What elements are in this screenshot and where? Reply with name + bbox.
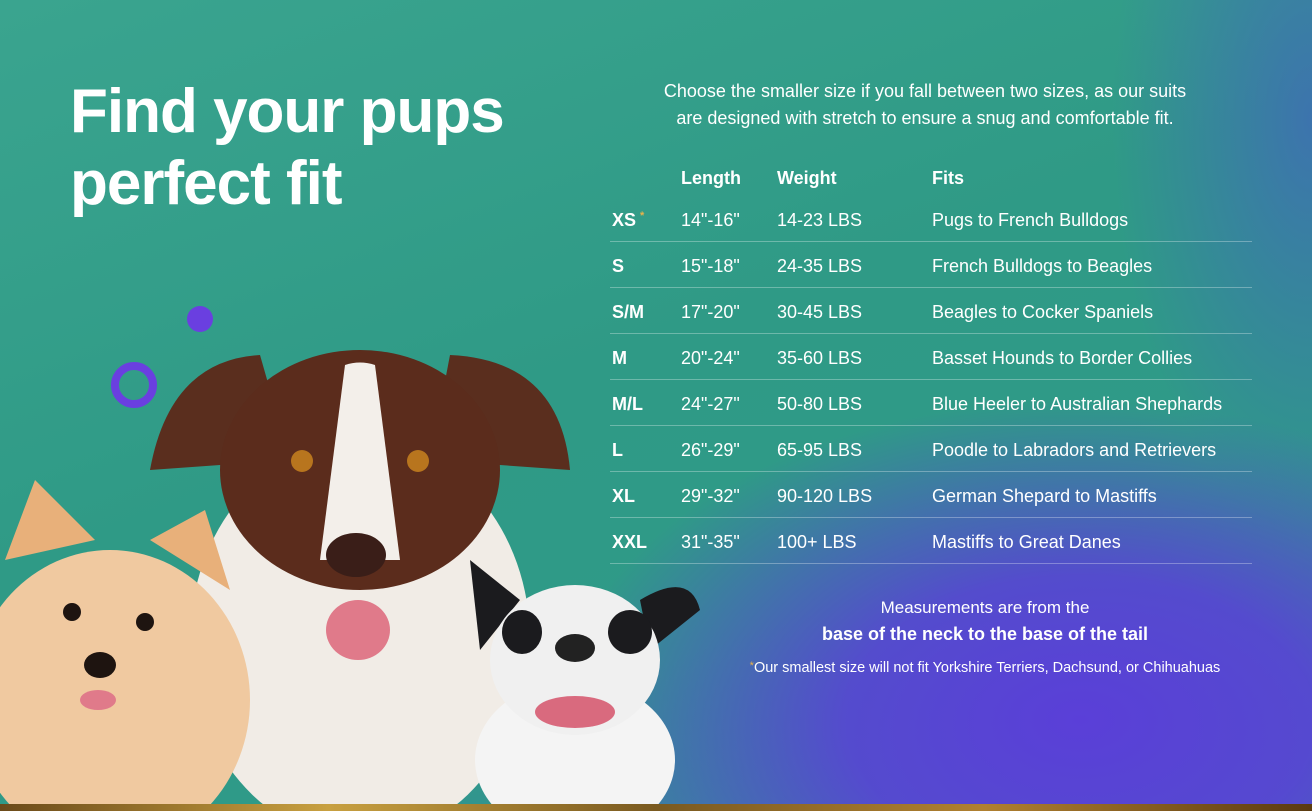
fits-cell: German Shepard to Mastiffs <box>932 486 1157 506</box>
table-row: XS * 14"-16" 14-23 LBS Pugs to French Bulldo… <box>610 196 1252 242</box>
weight-cell: 50-80 LBS <box>777 394 863 414</box>
size-cell: M <box>612 348 627 368</box>
measurement-note: Measurements are from the base of the ne… <box>700 594 1270 648</box>
header-weight: Weight <box>777 168 837 188</box>
fits-cell: Poodle to Labradors and Retrievers <box>932 440 1217 460</box>
length-cell: 20"-24" <box>681 348 740 368</box>
weight-cell: 65-95 LBS <box>777 440 863 460</box>
measurement-line-1: Measurements are from the <box>880 598 1090 617</box>
size-cell: XS <box>612 210 637 230</box>
fits-cell: Mastiffs to Great Danes <box>932 532 1121 552</box>
intro-text: Choose the smaller size if you fall betw… <box>600 78 1250 132</box>
boston-terrier-dog <box>470 560 700 811</box>
weight-cell: 30-45 LBS <box>777 302 863 322</box>
length-cell: 24"-27" <box>681 394 740 414</box>
bottom-strip <box>0 804 1312 811</box>
table-row: XXL 31"-35" 100+ LBS Mastiffs to Great Dane… <box>610 518 1252 564</box>
length-cell: 31"-35" <box>681 532 740 552</box>
table-row: L 26"-29" 65-95 LBS Poodle to Labradors and… <box>610 426 1252 472</box>
size-chart-table: Length Weight Fits XS * 14"-16" 14-23 LBS Pu… <box>610 160 1252 564</box>
weight-cell: 35-60 LBS <box>777 348 863 368</box>
footnote-text: Our smallest size will not fit Yorkshire… <box>753 660 1221 676</box>
fits-cell: Blue Heeler to Australian Shephards <box>932 394 1223 414</box>
fits-cell: French Bulldogs to Beagles <box>932 256 1153 276</box>
title-line-1: Find your pups <box>70 77 505 146</box>
length-cell: 29"-32" <box>681 486 740 506</box>
size-cell: L <box>612 440 623 460</box>
purple-ring-decoration <box>111 362 157 408</box>
fits-cell: Pugs to French Bulldogs <box>932 210 1129 230</box>
table-row: S/M 17"-20" 30-45 LBS Beagles to Cocker Spa… <box>610 288 1252 334</box>
weight-cell: 14-23 LBS <box>777 210 863 230</box>
table-row: XL 29"-32" 90-120 LBS German Shepard to Mas… <box>610 472 1252 518</box>
length-cell: 26"-29" <box>681 440 740 460</box>
table-row: M/L 24"-27" 50-80 LBS Blue Heeler to Austra… <box>610 380 1252 426</box>
fits-cell: Basset Hounds to Border Collies <box>932 348 1193 368</box>
table-row: M 20"-24" 35-60 LBS Basset Hounds to Border… <box>610 334 1252 380</box>
size-asterisk: * <box>640 210 645 222</box>
size-cell: S <box>612 256 625 276</box>
weight-cell: 100+ LBS <box>777 532 857 552</box>
measurement-line-2: base of the neck to the base of the tail <box>821 624 1149 644</box>
header-fits: Fits <box>932 168 965 188</box>
size-cell: XXL <box>612 532 648 552</box>
footnote-asterisk: * <box>749 660 754 672</box>
length-cell: 15"-18" <box>681 256 740 276</box>
length-cell: 17"-20" <box>681 302 740 322</box>
border-collie-dog <box>150 350 570 811</box>
weight-cell: 24-35 LBS <box>777 256 863 276</box>
footnote: *Our smallest size will not fit Yorkshir… <box>700 660 1270 676</box>
size-cell: XL <box>612 486 636 506</box>
intro-line-1: Choose the smaller size if you fall betw… <box>663 81 1187 101</box>
fits-cell: Beagles to Cocker Spaniels <box>932 302 1154 322</box>
size-cell: M/L <box>612 394 643 414</box>
intro-line-2: are designed with stretch to ensure a sn… <box>676 108 1174 128</box>
title-line-2: perfect fit <box>70 149 342 218</box>
weight-cell: 90-120 LBS <box>777 486 873 506</box>
header-length: Length <box>681 168 741 188</box>
page-title: Find your pups perfect fit <box>70 76 505 220</box>
size-cell: S/M <box>612 302 645 322</box>
length-cell: 14"-16" <box>681 210 740 230</box>
table-header: Length Weight Fits <box>610 160 1252 196</box>
size-asterisk-wrap: * <box>640 210 644 231</box>
pomeranian-dog <box>0 480 250 811</box>
table-row: S 15"-18" 24-35 LBS French Bulldogs to Beag… <box>610 242 1252 288</box>
purple-dot-decoration <box>187 306 213 332</box>
